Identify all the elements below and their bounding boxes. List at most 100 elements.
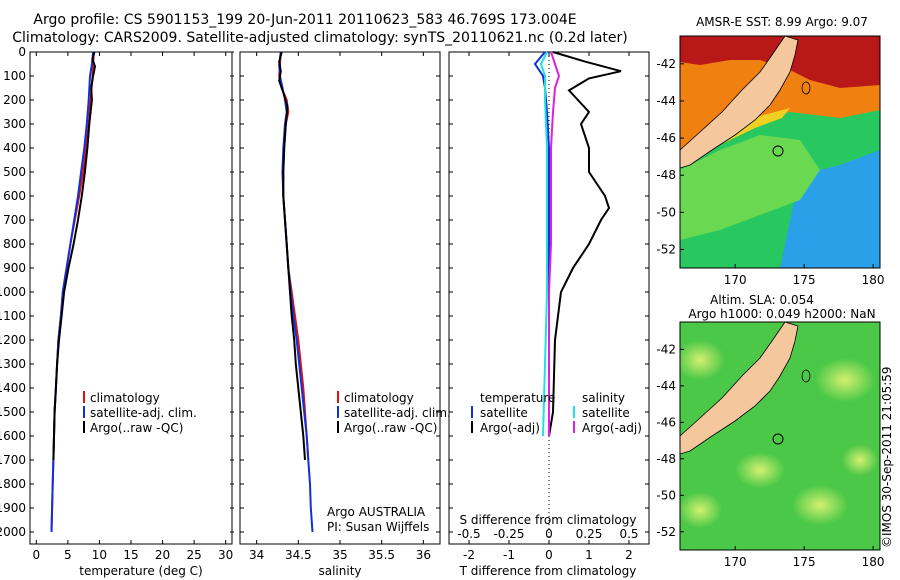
legend-label-t-argo: Argo(-adj) [480,421,540,435]
x-tick-label: 1 [585,548,593,562]
depth-tick-label: 1600 [0,429,26,443]
title-line-2: Climatology: CARS2009. Satellite-adjuste… [12,30,627,46]
x-tick-label: 35 [332,548,347,562]
series-line-argo-raw-qc- [52,51,97,461]
map-y-tick-label: -52 [656,525,676,539]
difference-x-axis: -2 -1 0 1 2 -0.5 -0.25 0 0.25 0.5 [457,52,639,562]
map-x-tick-label: 175 [793,555,816,569]
depth-tick-label: 0 [18,45,26,59]
temperature-panel [29,51,233,545]
salinity-legend: climatology satellite-adj. clim. Argo(..… [337,391,451,435]
legend-label-argo: Argo(..raw -QC) [90,421,183,435]
salinity-panel [239,51,441,545]
argo-agency-label: Argo AUSTRALIA [327,505,426,519]
sla-blob [815,358,875,402]
series-line-satellite-adj-clim- [278,51,314,533]
depth-tick-label: 1900 [0,501,26,515]
sla-map-title-2: Argo h1000: 0.049 h2000: NaN [688,307,875,321]
series-line-satellite-adj-clim- [50,51,95,533]
s-tick-label: 0.25 [576,527,603,541]
title-line-1: Argo profile: CS 5901153_199 20-Jun-2011… [33,12,576,28]
sst-land [680,36,799,169]
sla-map-axes: 170 175 180 -42 -44 -46 -48 -50 -52 [656,342,884,569]
map-y-tick-label: -48 [656,168,676,182]
x-tick-label: 2 [625,548,633,562]
x-tick-label: 0 [545,548,553,562]
map-y-tick-label: -48 [656,452,676,466]
salinity-lines [278,51,314,533]
legend-label-satellite-adj: satellite-adj. clim. [90,406,197,420]
legend-title-salinity: salinity [582,391,625,405]
sst-argo-marker [772,145,784,157]
sla-blob [792,485,848,525]
depth-tick-label: 100 [3,69,26,83]
legend-title-temperature: temperature [480,391,555,405]
difference-lines [533,51,622,437]
temperature-xlabel: temperature (deg C) [79,564,202,578]
x-tick-label: 5 [64,548,72,562]
x-tick-label: -1 [503,548,515,562]
map-y-tick-label: -42 [656,342,676,356]
sst-map-title: AMSR-E SST: 8.99 Argo: 9.07 [696,15,868,29]
temperature-legend: climatology satellite-adj. clim. Argo(..… [83,391,197,435]
x-tick-label: -2 [463,548,475,562]
s-tick-label: -0.5 [457,527,480,541]
salinity-x-axis: 34 34.5 35 35.5 36 [249,52,431,562]
sla-blob [680,492,722,528]
x-tick-label: 20 [155,548,170,562]
series-line-satellite [539,51,548,437]
sst-map-axes: 170 175 180 -42 -44 -46 -48 -50 -52 [656,57,884,287]
legend-label-satellite-adj: satellite-adj. clim. [344,406,451,420]
imos-credit: ©IMOS 30-Sep-2011 21:05:59 [880,366,894,548]
depth-tick-label: 700 [3,213,26,227]
argo-pi-label: PI: Susan Wijffels [327,520,429,534]
map-y-tick-label: -44 [656,94,676,108]
map-y-tick-label: -50 [656,205,676,219]
depth-tick-label: 600 [3,189,26,203]
sla-map [680,322,880,550]
series-line-climatology [278,51,310,461]
legend-label-s-argo: Argo(-adj) [582,421,642,435]
depth-tick-label: 900 [3,261,26,275]
depth-tick-label: 1400 [0,381,26,395]
sla-map-frame [679,321,881,551]
difference-legend-salinity: salinity satellite Argo(-adj) [573,391,642,435]
difference-legend-temperature: temperature satellite Argo(-adj) [471,391,555,435]
legend-label-climatology: climatology [90,391,160,405]
map-x-tick-label: 180 [862,555,885,569]
sst-contour [801,81,811,95]
depth-tick-label: 400 [3,141,26,155]
temperature-lines [50,51,97,533]
map-y-tick-label: -46 [656,415,676,429]
depth-tick-label: 800 [3,237,26,251]
s-tick-label: 0.5 [619,527,638,541]
sla-map-title-1: Altim. SLA: 0.054 [710,293,814,307]
depth-tick-label: 1300 [0,357,26,371]
map-y-tick-label: -42 [656,57,676,71]
difference-xlabel-t: T difference from climatology [459,564,637,578]
map-y-tick-label: -44 [656,379,676,393]
x-tick-label: 25 [186,548,201,562]
legend-label-t-satellite: satellite [480,406,528,420]
x-tick-label: 30 [218,548,233,562]
sla-blob [842,444,878,476]
depth-tick-label: 200 [3,93,26,107]
difference-xlabel-s: S difference from climatology [460,513,637,527]
depth-tick-label: 1700 [0,453,26,467]
temperature-x-axis: 0 5 10 15 20 25 30 [32,52,233,562]
depth-tick-label: 1200 [0,333,26,347]
sla-land [680,322,799,455]
map-y-tick-label: -52 [656,242,676,256]
sst-map [680,36,880,268]
map-x-tick-label: 175 [793,273,816,287]
sla-blob [735,452,785,488]
x-tick-label: 35.5 [368,548,395,562]
x-tick-label: 10 [92,548,107,562]
depth-tick-label: 500 [3,165,26,179]
sla-contour [801,369,811,383]
x-tick-label: 34 [249,548,264,562]
legend-label-s-satellite: satellite [582,406,630,420]
series-line-argo-adj- [548,51,561,436]
depth-tick-label: 1500 [0,405,26,419]
